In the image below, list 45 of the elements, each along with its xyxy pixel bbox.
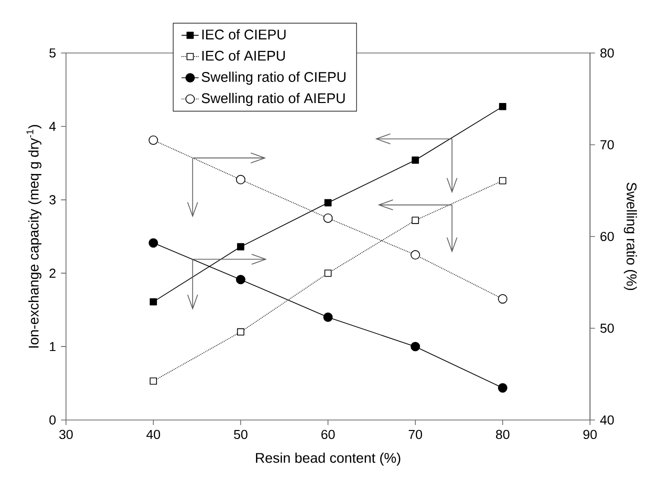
x-tick-label: 40 <box>146 430 160 440</box>
point <box>236 174 246 184</box>
point <box>150 377 157 385</box>
x-tick-label: 50 <box>234 430 248 440</box>
point <box>150 298 157 306</box>
point <box>499 177 506 184</box>
point <box>148 135 158 145</box>
point <box>148 238 158 248</box>
y-tick-label: 2 <box>50 268 56 278</box>
y2-tick-label: 80 <box>600 48 614 58</box>
legend-label: IEC of CIEPU <box>202 29 286 40</box>
point <box>323 312 333 322</box>
point <box>498 383 508 393</box>
point <box>412 216 419 224</box>
x-tick-label: 80 <box>496 430 510 440</box>
y2-tick-label: 70 <box>600 140 614 150</box>
point <box>236 274 246 284</box>
y2-tick-label: 60 <box>600 232 614 242</box>
point <box>324 199 332 206</box>
y-tick-label: 5 <box>49 48 56 58</box>
point <box>323 213 333 223</box>
x-axis-title: Resin bead content (%) <box>256 452 400 466</box>
point <box>499 102 506 110</box>
point <box>237 243 244 250</box>
y-tick-label: 0 <box>49 415 56 425</box>
point <box>498 294 508 304</box>
y-tick-label: 3 <box>49 195 56 204</box>
legend-label: Swelling ratio of AIEPU <box>202 92 345 106</box>
point <box>412 156 419 164</box>
x-tick-label: 30 <box>59 430 73 440</box>
y2-tick-label: 40 <box>600 415 614 425</box>
point <box>410 250 420 260</box>
y2-tick-label: 50 <box>600 324 614 333</box>
legend-label: IEC of AIEPU <box>202 50 285 61</box>
x-tick-label: 60 <box>321 430 335 440</box>
y-tick-label: 1 <box>50 342 56 352</box>
point <box>237 328 244 336</box>
x-tick-label: 70 <box>408 430 422 440</box>
x-tick-label: 90 <box>583 430 597 440</box>
point <box>410 342 420 352</box>
point <box>324 270 332 277</box>
y2-axis-title: Swelling ratio (%) <box>624 182 637 290</box>
legend-label: Swelling ratio of CIEPU <box>202 72 346 85</box>
y-tick-label: 4 <box>49 122 56 131</box>
y-axis-title: Ion-exchange capacity (meq g dry$^{-1}$) <box>26 124 42 348</box>
